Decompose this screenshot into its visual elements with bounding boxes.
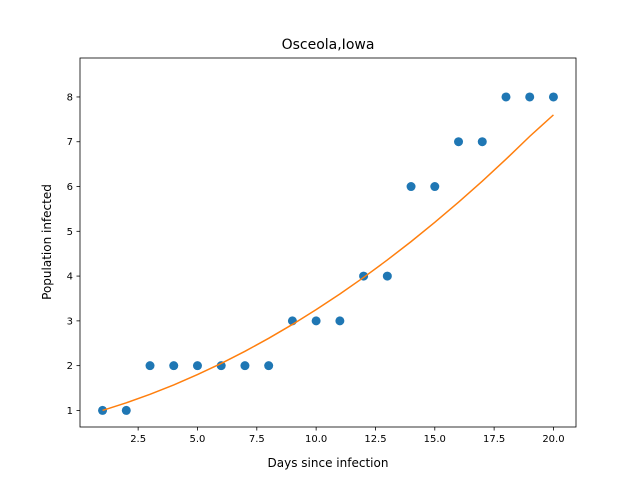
y-tick-label: 4 — [67, 272, 73, 283]
x-tick-label: 15.0 — [424, 434, 446, 445]
y-tick-label: 1 — [67, 406, 73, 417]
chart-title: Osceola,Iowa — [282, 37, 375, 53]
x-tick-label: 12.5 — [364, 434, 386, 445]
data-point — [216, 361, 226, 371]
fit-line — [102, 114, 554, 412]
data-point — [406, 182, 416, 192]
x-tick-label: 2.5 — [130, 434, 146, 445]
y-tick-label: 3 — [67, 316, 73, 327]
y-tick-label: 8 — [67, 92, 73, 103]
data-point — [501, 92, 511, 102]
data-point — [240, 361, 250, 371]
y-tick-label: 2 — [67, 361, 73, 372]
x-axis-label: Days since infection — [268, 456, 389, 470]
data-point — [382, 271, 392, 281]
y-tick-label: 5 — [67, 227, 73, 238]
data-point — [430, 182, 440, 192]
axes-frame — [79, 57, 577, 428]
x-tick-label: 5.0 — [190, 434, 206, 445]
y-tick-label: 7 — [67, 137, 73, 148]
data-point — [121, 405, 131, 415]
data-point — [525, 92, 535, 102]
x-tick-label: 10.0 — [305, 434, 327, 445]
data-point — [454, 137, 464, 147]
data-point — [264, 361, 274, 371]
y-tick-label: 6 — [67, 182, 73, 193]
data-point — [335, 316, 345, 326]
data-point — [477, 137, 487, 147]
plot-area: 2.5 5.0 7.5 10.0 12.5 15.0 17.5 20.0 1 2 3 4 5 6 7 8 — [67, 57, 577, 445]
data-point — [548, 92, 558, 102]
x-tick-label: 7.5 — [249, 434, 265, 445]
data-point — [169, 361, 179, 371]
data-point — [192, 361, 202, 371]
x-tick-label: 20.0 — [542, 434, 564, 445]
data-point — [145, 361, 155, 371]
y-axis-label: Population infected — [40, 184, 54, 300]
x-tick-label: 17.5 — [483, 434, 505, 445]
data-point — [311, 316, 321, 326]
